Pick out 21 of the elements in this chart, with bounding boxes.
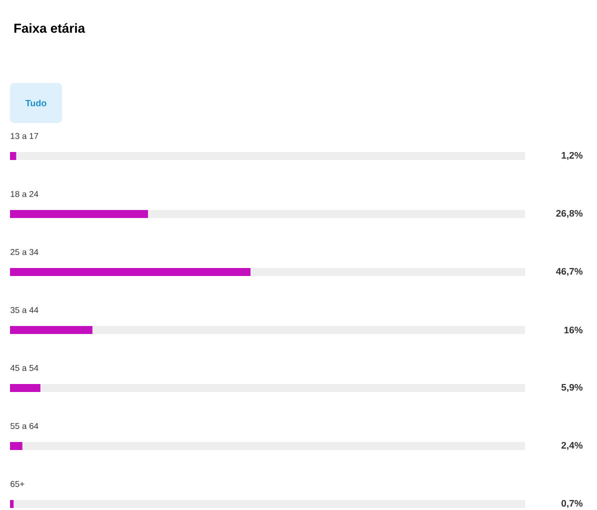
bar xyxy=(10,500,14,508)
data-label: 2,4% xyxy=(561,442,583,450)
y-tick-label: 65+ xyxy=(10,480,24,488)
y-tick-label: 45 a 54 xyxy=(10,365,38,371)
data-label: 46,7% xyxy=(556,268,583,276)
bar xyxy=(10,152,16,160)
y-tick-label: 55 a 64 xyxy=(10,422,38,430)
bar xyxy=(10,326,92,334)
y-tick-label: 35 a 44 xyxy=(10,306,38,314)
y-tick-label: 13 a 17 xyxy=(10,132,38,140)
data-label: 5,9% xyxy=(561,384,583,392)
bar xyxy=(10,442,22,450)
data-label: 0,7% xyxy=(562,500,583,508)
y-tick-label: 18 a 24 xyxy=(10,190,38,198)
data-label: 1,2% xyxy=(562,152,583,160)
chart-title: Faixa etária xyxy=(14,23,86,33)
data-label: 16% xyxy=(564,326,583,334)
data-label: 26,8% xyxy=(556,210,583,218)
bar xyxy=(10,384,40,392)
chart-subtitle: Tudo xyxy=(25,100,46,106)
y-tick-label: 25 a 34 xyxy=(10,248,38,256)
